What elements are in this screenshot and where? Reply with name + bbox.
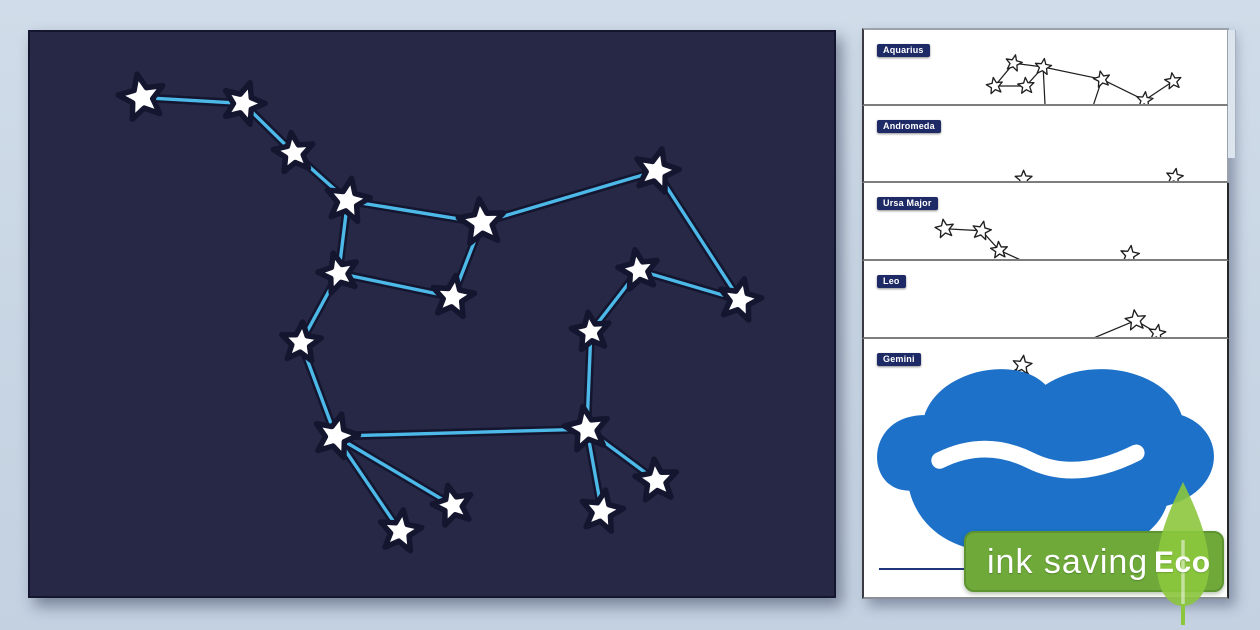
constellation-line	[333, 434, 455, 508]
andromeda-outline-diagram	[1014, 167, 1184, 181]
star	[1034, 57, 1053, 76]
eco-leaf-icon	[1157, 482, 1209, 625]
star	[455, 196, 507, 247]
star	[615, 247, 660, 292]
star	[1014, 169, 1033, 181]
constellation-diagram	[115, 71, 765, 554]
star	[568, 309, 612, 353]
leo-outline-diagram	[1094, 309, 1167, 337]
constellation-line	[336, 271, 455, 299]
star	[1166, 167, 1184, 181]
star	[324, 175, 373, 225]
star	[430, 272, 478, 320]
star	[1092, 70, 1111, 88]
page-title-badge: Gemini	[877, 353, 921, 366]
star	[1017, 76, 1035, 94]
constellation-line	[1042, 66, 1046, 104]
constellation-line	[654, 169, 742, 302]
constellation-line	[333, 427, 589, 438]
star	[313, 411, 362, 461]
star	[279, 319, 325, 364]
star	[222, 80, 268, 127]
preview-page-ursa-major[interactable]: Ursa Major	[862, 183, 1229, 261]
constellation-line	[1144, 80, 1174, 101]
star	[429, 482, 474, 528]
page-title-badge: Aquarius	[877, 44, 930, 57]
star	[1163, 72, 1182, 90]
star	[934, 218, 954, 239]
constellation-line	[479, 169, 659, 225]
star	[985, 76, 1003, 95]
constellation-poster-preview[interactable]	[28, 30, 836, 598]
preview-page-aquarius[interactable]: Aquarius	[862, 28, 1229, 106]
page-title-badge: Ursa Major	[877, 197, 938, 210]
star	[972, 220, 993, 241]
star	[1124, 309, 1146, 331]
eco-label: Eco	[1154, 546, 1211, 579]
preview-page-leo[interactable]: Leo	[862, 261, 1229, 339]
star	[632, 456, 680, 503]
constellation-line	[140, 95, 246, 106]
star	[718, 276, 765, 323]
preview-page-andromeda[interactable]: Andromeda	[862, 106, 1229, 183]
star	[315, 250, 359, 296]
star	[1120, 244, 1141, 259]
constellation-line	[1042, 66, 1103, 80]
constellation-line	[1094, 319, 1137, 337]
star	[561, 403, 610, 453]
star	[1148, 323, 1167, 337]
twinkl-logo	[877, 369, 1214, 552]
page-title-badge: Andromeda	[877, 120, 941, 133]
star	[115, 71, 166, 123]
star	[579, 487, 627, 534]
star	[1005, 54, 1023, 72]
ink-saving-label: ink saving	[987, 542, 1149, 581]
star	[989, 240, 1008, 259]
ursa-major-outline-diagram	[934, 218, 1141, 259]
page-title-badge: Leo	[877, 275, 906, 288]
star	[634, 146, 682, 195]
star	[1136, 91, 1154, 104]
aquarius-outline-diagram	[985, 54, 1182, 104]
star	[270, 129, 316, 175]
star	[377, 507, 425, 554]
constellation-line	[944, 228, 983, 232]
star	[1012, 354, 1033, 375]
